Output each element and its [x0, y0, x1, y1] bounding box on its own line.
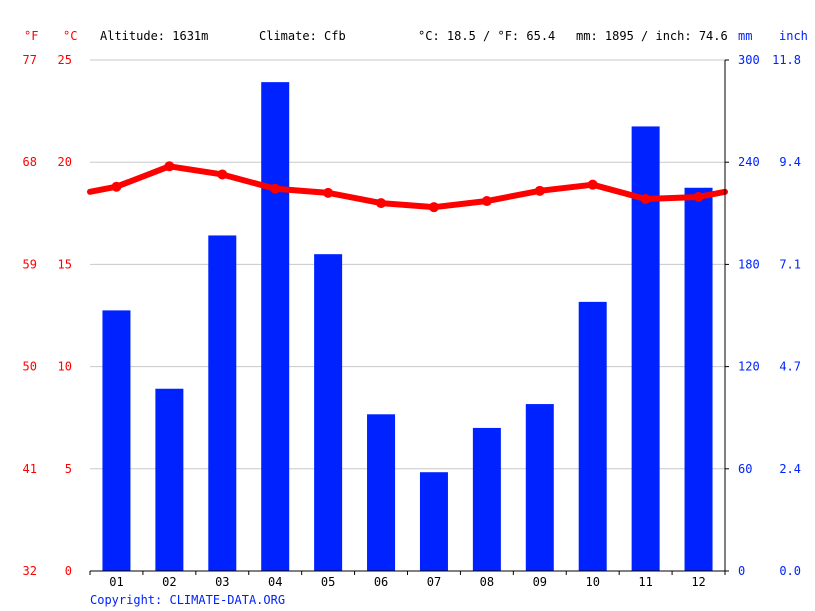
precipitation-bar: [261, 82, 290, 571]
month-label: 08: [480, 575, 494, 589]
precipitation-bar: [367, 414, 396, 571]
mm-tick-label: 300: [738, 53, 760, 67]
inch-tick-label: 0.0: [779, 564, 801, 578]
mm-tick-label: 240: [738, 155, 760, 169]
month-label: 12: [691, 575, 705, 589]
altitude-label: Altitude: 1631m: [100, 29, 208, 43]
celsius-unit-label: °C: [63, 29, 77, 43]
precipitation-bar: [684, 187, 713, 571]
fahrenheit-tick-label: 32: [23, 564, 37, 578]
inch-tick-label: 4.7: [779, 360, 801, 374]
mm-tick-label: 180: [738, 257, 760, 271]
month-label: 11: [638, 575, 652, 589]
temperature-point: [111, 181, 122, 192]
temperature-point: [693, 191, 704, 202]
temperature-summary: °C: 18.5 / °F: 65.4: [418, 29, 555, 43]
grid-lines: [90, 59, 725, 470]
copyright-text: Copyright: CLIMATE-DATA.ORG: [90, 593, 285, 607]
month-label: 09: [533, 575, 547, 589]
mm-tick-label: 60: [738, 462, 752, 476]
month-label: 05: [321, 575, 335, 589]
precipitation-bar: [631, 126, 660, 572]
precipitation-bar: [419, 472, 448, 571]
inch-unit-label: inch: [779, 29, 808, 43]
celsius-tick-label: 20: [58, 155, 72, 169]
celsius-tick-label: 15: [58, 257, 72, 271]
temperature-line-group: [87, 161, 728, 213]
fahrenheit-tick-label: 41: [23, 462, 37, 476]
precipitation-summary: mm: 1895 / inch: 74.6: [576, 29, 728, 43]
precipitation-bars: [102, 82, 713, 572]
tick-labels: 32 0 41 5 50 10 59 15 68 20 77 25 0 0.0 60 2.4 120 4.7 180…: [23, 53, 801, 589]
fahrenheit-tick-label: 50: [23, 360, 37, 374]
fahrenheit-tick-label: 68: [23, 155, 37, 169]
month-label: 04: [268, 575, 282, 589]
temperature-point: [640, 193, 651, 204]
inch-tick-label: 9.4: [779, 155, 801, 169]
precipitation-bar: [578, 301, 607, 571]
inch-tick-label: 2.4: [779, 462, 801, 476]
month-label: 01: [109, 575, 123, 589]
precipitation-bar: [155, 388, 184, 571]
precipitation-bar: [314, 254, 343, 571]
temperature-point: [534, 185, 545, 196]
celsius-tick-label: 0: [65, 564, 72, 578]
temperature-point: [217, 169, 228, 180]
inch-tick-label: 11.8: [772, 53, 801, 67]
fahrenheit-tick-label: 59: [23, 257, 37, 271]
month-label: 06: [374, 575, 388, 589]
month-label: 03: [215, 575, 229, 589]
celsius-tick-label: 5: [65, 462, 72, 476]
temperature-point: [481, 196, 492, 207]
precipitation-bar: [208, 235, 237, 571]
celsius-tick-label: 25: [58, 53, 72, 67]
precipitation-bar: [472, 427, 501, 571]
mm-tick-label: 0: [738, 564, 745, 578]
temperature-point: [428, 202, 439, 213]
month-label: 07: [427, 575, 441, 589]
precipitation-bar: [102, 310, 131, 571]
precipitation-bar: [525, 404, 554, 571]
temperature-point: [587, 179, 598, 190]
celsius-tick-label: 10: [58, 360, 72, 374]
mm-tick-label: 120: [738, 360, 760, 374]
month-label: 10: [585, 575, 599, 589]
temperature-point: [323, 187, 334, 198]
inch-tick-label: 7.1: [779, 257, 801, 271]
fahrenheit-unit-label: °F: [24, 29, 38, 43]
temperature-line: [87, 163, 728, 211]
temperature-point: [376, 198, 387, 209]
axes: [89, 59, 729, 575]
temperature-point: [164, 161, 175, 172]
temperature-point: [270, 183, 281, 194]
fahrenheit-tick-label: 77: [23, 53, 37, 67]
mm-unit-label: mm: [738, 29, 752, 43]
climate-label: Climate: Cfb: [259, 29, 346, 43]
month-label: 02: [162, 575, 176, 589]
